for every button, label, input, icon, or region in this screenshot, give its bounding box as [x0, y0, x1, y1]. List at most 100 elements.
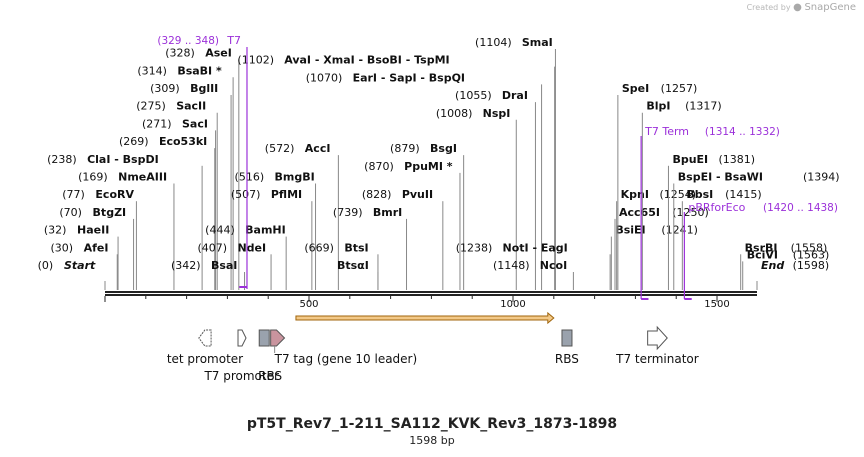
watermark-brand: SnapGene [804, 2, 856, 13]
site-name: AvaI - XmaI - BsoBI - TspMI [284, 54, 449, 67]
site-bsgi: (879) BsgI [390, 142, 465, 290]
site-name: BlpI [646, 100, 670, 113]
site-bglii: (309) BglII [150, 82, 232, 290]
site-clai: (238) ClaI - BspDI [47, 153, 203, 290]
site-name: BpuEI [672, 153, 708, 166]
site-name: AseI [205, 47, 232, 60]
site-acc65i: Acc65I (1250) [614, 206, 709, 290]
primer-range: (1420 .. 1438) [763, 202, 838, 214]
site-name: BsaBI * [177, 64, 222, 77]
site-position: (828) [362, 188, 392, 201]
site-name: NotI - EagI [503, 241, 568, 254]
primer-t7-term: T7 Term (1314 .. 1332) [640, 125, 780, 300]
site-name: NmeAIII [118, 171, 167, 184]
site-name: AccI [305, 142, 331, 155]
primer-name: T7 [226, 34, 241, 47]
site-position: (739) [333, 206, 363, 219]
site-position: (342) [171, 259, 201, 272]
site-name: EarI - SapI - BspQI [353, 71, 465, 84]
site-position: (1394) [803, 171, 840, 184]
site-position: (30) [50, 241, 73, 254]
site-position: (669) [304, 241, 334, 254]
site-name: End [761, 259, 784, 272]
site-name: BmrI [373, 206, 402, 219]
site-eco53ki: (269) Eco53kI [119, 135, 216, 290]
feature-label: RBS [555, 352, 579, 366]
site-name: BtsI [344, 241, 368, 254]
primer-name: pBRforEco [688, 201, 745, 214]
site-ecorv: (77) EcoRV [62, 188, 137, 290]
site-end: End (1598) [756, 259, 830, 290]
site-name: BmgBI [275, 171, 315, 184]
site-name: KpnI [621, 188, 649, 201]
site-position: (1558) [791, 241, 828, 254]
rbs-box [258, 329, 270, 347]
feature-label: T7 terminator [615, 352, 699, 366]
site-asei: (328) AseI [165, 47, 240, 290]
site-name: ClaI - BspDI [87, 153, 159, 166]
site-pvuii: (828) PvuII [362, 188, 444, 290]
site-drai: (1055) DraI [455, 89, 536, 290]
site-pflmi: (507) PflMI [231, 188, 313, 290]
rbs-box [561, 329, 573, 347]
site-bcivi: BciVI (1563) [742, 248, 830, 290]
orf-arrow [295, 311, 555, 325]
site-name: BglII [190, 82, 218, 95]
site-position: (1070) [306, 71, 343, 84]
promoter-arrow [237, 329, 247, 347]
site-btgzi: (70) BtgZI [59, 206, 135, 290]
site-name: NdeI [237, 241, 266, 254]
site-position: (444) [205, 224, 235, 237]
site-saci: (271) SacI [142, 117, 217, 290]
site-btsi: (669) BtsI [304, 241, 379, 290]
site-bamhi: (444) BamHI [205, 224, 287, 290]
site-name: NcoI [540, 259, 567, 272]
site-bsrbi: BsrBI (1558) [740, 241, 828, 290]
site-position: (870) [364, 160, 394, 173]
site-position: (1008) [436, 107, 473, 120]
site-bsabi: (314) BsaBI * [137, 64, 234, 290]
site-name: PvuII [402, 188, 433, 201]
site-position: (269) [119, 135, 149, 148]
site-name: SpeI [622, 82, 649, 95]
backbone-strand-bottom [105, 294, 757, 296]
site-position: (169) [78, 171, 108, 184]
site-position: (1257) [661, 82, 698, 95]
site-name: BspEI - BsaWI [678, 171, 763, 184]
primer-t7: T7 (329 .. 348) [157, 34, 248, 289]
site-position: (1238) [456, 241, 493, 254]
site-name: EcoRV [95, 188, 134, 201]
scale-label: 500 [299, 299, 318, 310]
site-name: BsiEI [615, 224, 645, 237]
site-position: (1563) [793, 248, 830, 261]
map-length: 1598 bp [409, 434, 455, 447]
site-name: BsaI [211, 259, 237, 272]
site-start: (0) Start [38, 259, 106, 290]
site-position: (77) [62, 188, 85, 201]
site-position: (1104) [475, 36, 512, 49]
site-name: Start [64, 259, 96, 272]
feature-label: T7 tag (gene 10 leader) [274, 352, 418, 366]
site-name: BtsαI [337, 259, 369, 272]
site-position: (238) [47, 153, 77, 166]
site-position: (0) [38, 259, 54, 272]
map-title: pT5T_Rev7_1-211_SA112_KVK_Rev3_1873-1898 [246, 416, 618, 432]
site-bmgbi: (516) BmgBI [235, 171, 317, 290]
site-blpi: BlpI (1317) [641, 100, 722, 290]
site-position: (314) [137, 64, 167, 77]
site-position: (32) [44, 224, 67, 237]
site-acci: (572) AccI [265, 142, 339, 290]
backbone-strand-top [105, 291, 757, 293]
site-position: (1598) [793, 259, 830, 272]
site-bsai: (342) BsaI [171, 259, 246, 290]
site-name: BsgI [430, 142, 457, 155]
site-noti: (1238) NotI - EagI [456, 241, 611, 290]
site-position: (1250) [672, 206, 709, 219]
scale-label: 1000 [500, 299, 525, 310]
site-name: DraI [502, 89, 528, 102]
site-position: (70) [59, 206, 82, 219]
feature-label: RBS [258, 369, 282, 383]
promoter-arrow [198, 329, 212, 347]
site-sacii: (275) SacII [136, 100, 218, 290]
site-name: PflMI [271, 188, 302, 201]
